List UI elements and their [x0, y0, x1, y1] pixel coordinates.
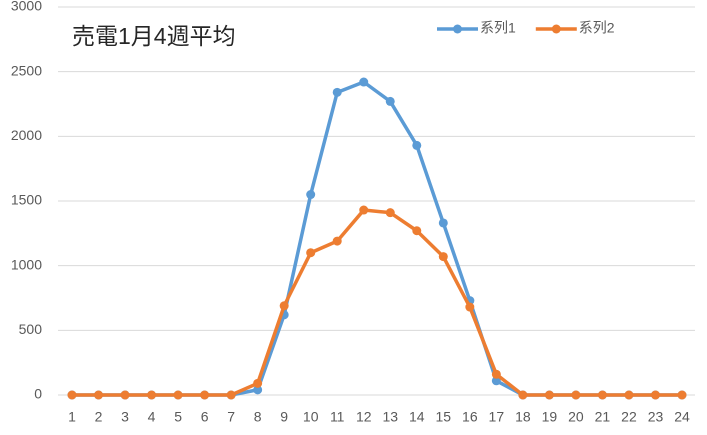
x-tick-label: 10	[303, 409, 319, 425]
y-tick-label: 0	[34, 386, 42, 402]
data-point	[491, 376, 501, 386]
x-tick-label: 12	[356, 409, 372, 425]
y-tick-label: 1000	[11, 256, 42, 272]
legend-label: 系列2	[579, 20, 615, 36]
x-tick-label: 20	[568, 409, 584, 425]
x-tick-label: 1	[68, 409, 76, 425]
x-tick-label: 8	[254, 409, 262, 425]
data-point	[518, 390, 528, 400]
data-point	[438, 218, 448, 228]
data-point	[412, 226, 422, 236]
data-point	[332, 236, 342, 246]
x-tick-label: 7	[227, 409, 235, 425]
y-tick-label: 2000	[11, 127, 42, 143]
data-point	[359, 205, 369, 215]
x-tick-label: 22	[621, 409, 637, 425]
x-tick-label: 15	[436, 409, 452, 425]
x-tick-label: 19	[542, 409, 558, 425]
x-tick-label: 13	[382, 409, 398, 425]
data-point	[200, 390, 210, 400]
data-point	[465, 302, 475, 312]
data-point	[624, 390, 634, 400]
x-tick-label: 6	[201, 409, 209, 425]
data-point	[253, 385, 263, 395]
x-tick-label: 4	[148, 409, 156, 425]
x-tick-label: 17	[489, 409, 505, 425]
chart-title: 売電1月4週平均	[72, 23, 236, 49]
legend-label: 系列1	[480, 20, 516, 36]
x-tick-label: 2	[95, 409, 103, 425]
data-point	[332, 87, 342, 97]
y-tick-label: 1500	[11, 192, 42, 208]
data-point	[306, 248, 316, 258]
x-tick-label: 16	[462, 409, 478, 425]
data-point	[438, 252, 448, 262]
y-tick-label: 500	[19, 321, 43, 337]
data-point	[120, 390, 130, 400]
data-point	[412, 140, 422, 150]
x-tick-label: 24	[674, 409, 690, 425]
x-tick-label: 18	[515, 409, 531, 425]
x-tick-label: 5	[174, 409, 182, 425]
data-point	[67, 390, 77, 400]
x-tick-label: 23	[648, 409, 664, 425]
data-point	[650, 390, 660, 400]
data-point	[677, 390, 687, 400]
x-tick-label: 14	[409, 409, 425, 425]
y-tick-label: 2500	[11, 62, 42, 78]
x-tick-label: 9	[280, 409, 288, 425]
data-point	[544, 390, 554, 400]
data-point	[385, 208, 395, 218]
legend-marker	[453, 24, 462, 34]
legend-marker	[551, 24, 561, 34]
x-tick-label: 3	[121, 409, 129, 425]
data-point	[279, 301, 289, 311]
data-point	[147, 390, 157, 400]
data-point	[571, 390, 581, 400]
data-point	[173, 390, 183, 400]
data-point	[359, 77, 369, 87]
data-point	[306, 190, 316, 200]
data-point	[253, 378, 263, 388]
data-point	[385, 96, 395, 106]
data-point	[226, 390, 236, 400]
data-point	[597, 390, 607, 400]
x-tick-label: 21	[595, 409, 611, 425]
x-tick-label: 11	[330, 409, 345, 425]
data-point	[94, 390, 104, 400]
y-tick-label: 3000	[11, 0, 42, 14]
data-point	[491, 369, 501, 379]
